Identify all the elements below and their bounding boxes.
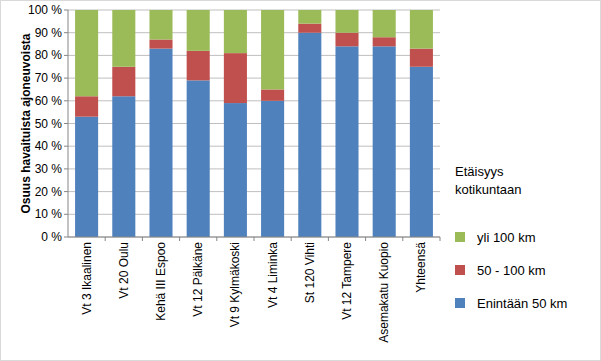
x-tick-label: Vt 4 Liminka: [266, 242, 280, 308]
legend-label: 50 - 100 km: [477, 263, 546, 278]
y-axis: [68, 10, 69, 237]
bar-segment: [112, 10, 135, 67]
bar-segment: [298, 10, 321, 24]
bar-segment: [187, 10, 210, 51]
tick-mark: [64, 32, 68, 33]
bar-segment: [298, 24, 321, 33]
y-axis-label: Osuus havaituista ajoneuvoista: [19, 33, 33, 213]
bar-segment: [149, 40, 172, 49]
legend-swatch: [455, 232, 465, 242]
bar-segment: [112, 96, 135, 237]
tick-mark: [64, 168, 68, 169]
tick-mark: [64, 78, 68, 79]
bar-segment: [373, 46, 396, 237]
tick-mark: [64, 146, 68, 147]
y-tick-label: 50 %: [35, 117, 63, 131]
legend-swatch: [455, 298, 465, 308]
x-tick-label: St 120 Vihti: [303, 242, 317, 303]
y-tick-label: 0 %: [41, 230, 62, 244]
x-tick-label: Vt 12 Pälkäne: [191, 242, 205, 317]
x-tick-label: Vt 3 Ikaalinen: [80, 242, 94, 315]
bar-segment: [261, 101, 284, 237]
bar-segment: [261, 89, 284, 100]
x-tick-mark: [142, 237, 143, 241]
bar-segment: [373, 37, 396, 46]
tick-mark: [64, 123, 68, 124]
x-tick-label: Asemakatu Kuopio: [377, 242, 391, 343]
legend-title-line: kotikuntaan: [455, 182, 522, 197]
x-tick-label: Yhteensä: [414, 242, 428, 293]
bar-segment: [410, 10, 433, 49]
x-tick-label: Vt 12 Tampere: [340, 242, 354, 320]
bar-segment: [261, 10, 284, 89]
x-tick-mark: [402, 237, 403, 241]
x-tick-mark: [440, 237, 441, 241]
x-tick-mark: [291, 237, 292, 241]
legend-swatch: [455, 265, 465, 275]
y-tick-label: 80 %: [35, 48, 63, 62]
legend-title-line: Etäisyys: [455, 164, 504, 179]
bar-segment: [75, 117, 98, 237]
x-tick-label: Kehä III Espoo: [154, 242, 168, 321]
y-tick-label: 10 %: [35, 207, 63, 221]
bar-segment: [112, 67, 135, 97]
y-tick-label: 100 %: [28, 3, 62, 17]
chart-frame: [1, 1, 601, 361]
bar-segment: [75, 10, 98, 96]
bar-segment: [224, 10, 247, 53]
x-tick-label: Vt 9 Kylmäkoski: [228, 242, 242, 327]
y-tick-label: 20 %: [35, 185, 63, 199]
bar-segment: [298, 33, 321, 237]
bar-segment: [224, 53, 247, 103]
bar-segment: [224, 103, 247, 237]
x-tick-mark: [365, 237, 366, 241]
bar-segment: [335, 46, 358, 237]
y-tick-label: 70 %: [35, 71, 63, 85]
bar-segment: [335, 33, 358, 47]
x-tick-mark: [216, 237, 217, 241]
x-tick-mark: [105, 237, 106, 241]
bars: [75, 10, 433, 237]
tick-mark: [64, 237, 68, 238]
y-tick-label: 30 %: [35, 162, 63, 176]
legend-label: yli 100 km: [477, 230, 536, 245]
tick-mark: [64, 55, 68, 56]
bar-segment: [149, 49, 172, 237]
bar-segment: [335, 10, 358, 33]
legend-title: Etäisyys kotikuntaan: [455, 164, 522, 197]
tick-mark: [64, 214, 68, 215]
x-tick-mark: [179, 237, 180, 241]
chart: 0 % 10 % 20 % 30 % 40 % 50 % 60 % 70 % 80 % 90 % 1…: [0, 0, 601, 361]
x-tick-mark: [328, 237, 329, 241]
bar-segment: [187, 51, 210, 81]
y-tick-label: 40 %: [35, 139, 63, 153]
bar-segment: [75, 96, 98, 116]
tick-mark: [64, 10, 68, 11]
bar-segment: [410, 67, 433, 237]
bar-segment: [373, 10, 396, 37]
x-tick-label: Vt 20 Oulu: [117, 242, 131, 299]
bar-segment: [149, 10, 172, 40]
bar-segment: [410, 49, 433, 67]
bar-segment: [187, 80, 210, 237]
legend-label: Enintään 50 km: [477, 296, 567, 311]
tick-mark: [64, 191, 68, 192]
y-tick-label: 90 %: [35, 26, 63, 40]
tick-mark: [64, 100, 68, 101]
x-tick-mark: [254, 237, 255, 241]
y-tick-label: 60 %: [35, 94, 63, 108]
